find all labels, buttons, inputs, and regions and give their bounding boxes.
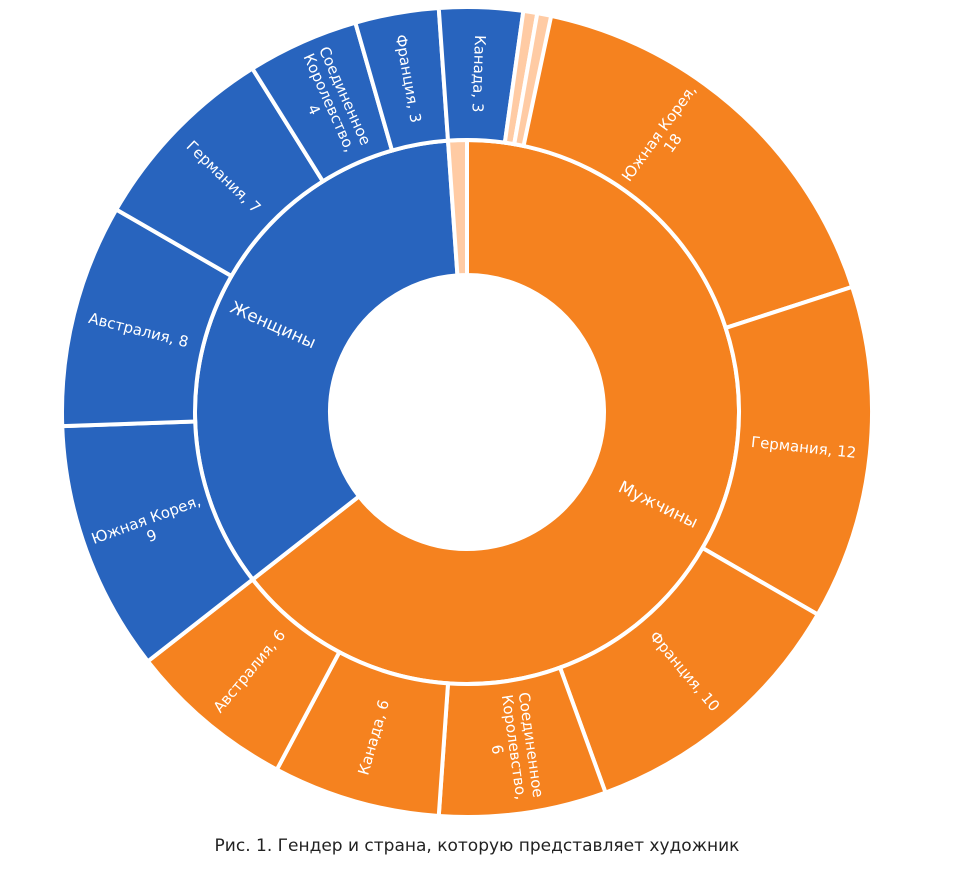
outer-segment-other-other-13[interactable] xyxy=(511,10,554,149)
outer-segment-мужчины-южная-корея[interactable] xyxy=(465,4,855,331)
figure-caption: Рис. 1. Гендер и страна, которую предста… xyxy=(214,836,740,856)
inner-ring xyxy=(193,137,741,686)
outer-ring xyxy=(60,4,874,819)
outer-label-женщины-канада: Канада, 3 xyxy=(468,35,489,113)
